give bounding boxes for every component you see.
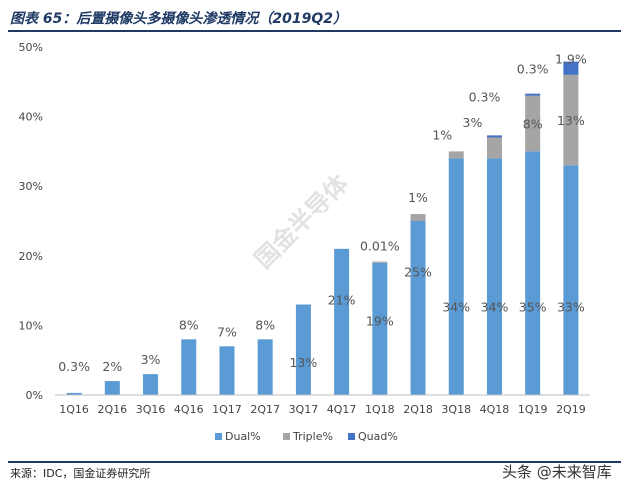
legend-swatch [215,433,222,440]
x-tick-label: 4Q17 [327,403,357,416]
bar-dual [219,346,235,395]
data-labels: 0.3% 2% 3% 8% 7% 8% 13% 21% 19% 0.01% 25% 1% 34% 1% 34… [58,52,587,374]
x-tick-label: 2Q19 [556,403,586,416]
bar-dual [66,392,82,395]
data-label-quad: 0.3% [517,62,549,77]
x-tick-label: 1Q16 [59,403,89,416]
bar-dual [486,158,502,395]
page-title: 图表 65：后置摄像头多摄像头渗透情况（2019Q2） [10,11,347,27]
data-label-triple: 1% [408,190,428,205]
source-note: 来源：IDC，国金证券研究所 [10,467,151,480]
x-tick-label: 3Q16 [136,403,166,416]
bar-triple [410,214,426,221]
data-label-dual: 13% [289,355,317,370]
legend-label: Quad% [358,430,398,443]
bar-dual [104,381,120,395]
bar-triple [372,261,388,263]
y-tick-label: 30% [19,180,43,193]
bar-dual [334,248,350,395]
data-label-dual: 25% [404,265,432,280]
legend: Dual% Triple% Quad% [215,430,398,443]
source-divider [8,461,621,463]
data-label-triple: 1% [432,127,452,142]
bar-quad [486,135,502,138]
legend-swatch [283,433,290,440]
data-label-dual: 21% [328,293,356,308]
title-divider [8,30,621,32]
bar-dual [448,158,464,395]
x-tick-label: 3Q18 [441,403,471,416]
bar-dual [181,339,197,395]
data-label-triple: 13% [557,113,585,128]
data-label-triple: 8% [523,117,543,132]
bar-dual [257,339,273,395]
data-label-dual: 34% [442,299,470,314]
bar-dual [525,151,541,395]
data-label-triple: 0.01% [360,239,400,254]
y-tick-label: 50% [19,41,43,54]
data-label-dual: 33% [557,299,585,314]
x-axis: 1Q16 2Q16 3Q16 4Q16 1Q17 2Q17 3Q17 4Q17 1Q18 2Q18… [55,394,590,416]
x-tick-label: 1Q19 [518,403,548,416]
data-label-triple: 3% [463,115,483,130]
x-tick-label: 4Q18 [480,403,510,416]
data-label-dual: 2% [102,359,122,374]
bar-quad [525,93,541,96]
data-label-dual: 19% [366,313,394,328]
bar-dual [295,304,311,395]
bar-series [66,61,579,395]
bar-dual [563,165,579,395]
y-tick-label: 0% [26,389,43,402]
bar-quad [563,61,579,75]
bar-triple [486,137,502,159]
x-tick-label: 4Q16 [174,403,204,416]
data-label-dual: 8% [179,317,199,332]
legend-swatch [348,433,355,440]
bar-dual [372,262,388,395]
x-tick-label: 1Q18 [365,403,395,416]
data-label-quad: 0.3% [469,89,501,104]
x-tick-label: 2Q18 [403,403,433,416]
x-tick-label: 2Q17 [250,403,280,416]
x-tick-label: 1Q17 [212,403,242,416]
y-axis: 0% 10% 20% 30% 40% 50% [19,41,43,402]
y-tick-label: 10% [19,319,43,332]
legend-label: Dual% [225,430,261,443]
y-tick-label: 20% [19,250,43,263]
legend-label: Triple% [292,430,333,443]
bar-dual [143,374,159,395]
y-tick-label: 40% [19,111,43,124]
bar-triple [525,95,541,152]
brand-watermark: 头条 @未来智库 [502,463,612,481]
data-label-dual: 3% [141,352,161,367]
bar-triple [448,151,464,159]
data-label-quad: 1.9% [555,52,587,67]
bar-triple [563,74,579,166]
data-label-dual: 35% [519,299,547,314]
data-label-dual: 0.3% [58,359,90,374]
x-tick-label: 3Q17 [289,403,319,416]
data-label-dual: 8% [255,317,275,332]
bar-dual [410,221,426,395]
data-label-dual: 7% [217,324,237,339]
data-label-dual: 34% [481,299,509,314]
x-tick-label: 2Q16 [97,403,127,416]
